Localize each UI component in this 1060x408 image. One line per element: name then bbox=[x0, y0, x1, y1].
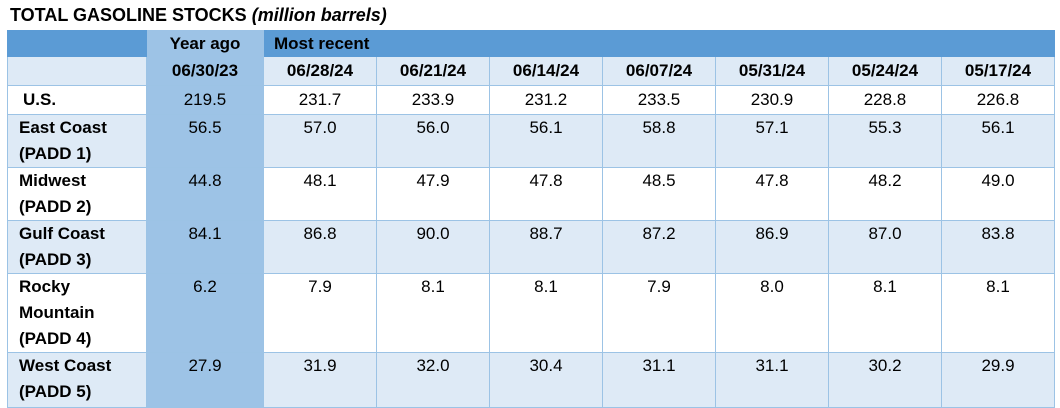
header-row-dates: 06/30/23 06/28/24 06/21/24 06/14/24 06/0… bbox=[7, 56, 1055, 86]
header-date: 06/30/23 bbox=[146, 56, 264, 86]
value-cell: 31.9 bbox=[263, 352, 377, 408]
value-cell: 56.1 bbox=[489, 114, 603, 168]
value-cell: 55.3 bbox=[828, 114, 942, 168]
header-date: 06/21/24 bbox=[376, 56, 490, 86]
value-cell: 226.8 bbox=[941, 85, 1055, 115]
value-cell: 230.9 bbox=[715, 85, 829, 115]
header-date: 05/31/24 bbox=[715, 56, 829, 86]
gasoline-stocks-table: Year ago Most recent 06/30/23 06/28/24 0… bbox=[7, 30, 1055, 408]
value-cell: 8.1 bbox=[828, 273, 942, 353]
value-cell: 7.9 bbox=[263, 273, 377, 353]
header-date: 06/28/24 bbox=[263, 56, 377, 86]
title-unit: (million barrels) bbox=[251, 5, 387, 25]
table-row: Rocky Mountain (PADD 4) 6.2 7.9 8.1 8.1 … bbox=[7, 273, 1055, 353]
region-cell: Rocky Mountain (PADD 4) bbox=[7, 273, 147, 353]
header-date: 06/14/24 bbox=[489, 56, 603, 86]
value-cell: 58.8 bbox=[602, 114, 716, 168]
value-cell: 49.0 bbox=[941, 167, 1055, 221]
region-label: Mountain bbox=[19, 303, 95, 322]
region-label: Midwest bbox=[19, 171, 87, 190]
value-cell: 219.5 bbox=[146, 85, 264, 115]
region-label: Gulf Coast bbox=[19, 224, 105, 243]
region-cell: Gulf Coast (PADD 3) bbox=[7, 220, 147, 274]
value-cell: 56.1 bbox=[941, 114, 1055, 168]
value-cell: 31.1 bbox=[715, 352, 829, 408]
value-cell: 48.5 bbox=[602, 167, 716, 221]
value-cell: 87.2 bbox=[602, 220, 716, 274]
region-label: East Coast bbox=[19, 118, 107, 137]
region-label: West Coast bbox=[19, 356, 112, 375]
region-cell: East Coast (PADD 1) bbox=[7, 114, 147, 168]
value-cell: 7.9 bbox=[602, 273, 716, 353]
value-cell: 83.8 bbox=[941, 220, 1055, 274]
value-cell: 6.2 bbox=[146, 273, 264, 353]
table-row: Gulf Coast (PADD 3) 84.1 86.8 90.0 88.7 … bbox=[7, 220, 1055, 274]
table-row: Midwest (PADD 2) 44.8 48.1 47.9 47.8 48.… bbox=[7, 167, 1055, 221]
region-label: U.S. bbox=[23, 90, 57, 109]
table-row: U.S. 219.5 231.7 233.9 231.2 233.5 230.9… bbox=[7, 85, 1055, 115]
title-main: TOTAL GASOLINE STOCKS bbox=[10, 5, 247, 25]
value-cell: 47.8 bbox=[489, 167, 603, 221]
value-cell: 32.0 bbox=[376, 352, 490, 408]
header-date: 06/07/24 bbox=[602, 56, 716, 86]
header-date: 05/24/24 bbox=[828, 56, 942, 86]
region-cell: Midwest (PADD 2) bbox=[7, 167, 147, 221]
value-cell: 87.0 bbox=[828, 220, 942, 274]
value-cell: 56.5 bbox=[146, 114, 264, 168]
value-cell: 47.9 bbox=[376, 167, 490, 221]
value-cell: 30.2 bbox=[828, 352, 942, 408]
value-cell: 8.1 bbox=[489, 273, 603, 353]
header-empty-cell bbox=[7, 30, 147, 57]
header-date-empty-cell bbox=[7, 56, 147, 86]
header-row-groups: Year ago Most recent bbox=[7, 30, 1055, 57]
region-label: (PADD 1) bbox=[19, 144, 92, 163]
value-cell: 233.9 bbox=[376, 85, 490, 115]
header-year-ago: Year ago bbox=[146, 30, 264, 57]
value-cell: 30.4 bbox=[489, 352, 603, 408]
region-label: (PADD 5) bbox=[19, 382, 92, 401]
value-cell: 29.9 bbox=[941, 352, 1055, 408]
value-cell: 86.9 bbox=[715, 220, 829, 274]
value-cell: 8.0 bbox=[715, 273, 829, 353]
value-cell: 47.8 bbox=[715, 167, 829, 221]
value-cell: 48.1 bbox=[263, 167, 377, 221]
value-cell: 8.1 bbox=[376, 273, 490, 353]
value-cell: 90.0 bbox=[376, 220, 490, 274]
header-date: 05/17/24 bbox=[941, 56, 1055, 86]
value-cell: 57.0 bbox=[263, 114, 377, 168]
value-cell: 233.5 bbox=[602, 85, 716, 115]
value-cell: 86.8 bbox=[263, 220, 377, 274]
value-cell: 231.7 bbox=[263, 85, 377, 115]
region-label: (PADD 3) bbox=[19, 250, 92, 269]
value-cell: 8.1 bbox=[941, 273, 1055, 353]
region-label: (PADD 4) bbox=[19, 329, 92, 348]
table-row: East Coast (PADD 1) 56.5 57.0 56.0 56.1 … bbox=[7, 114, 1055, 168]
value-cell: 228.8 bbox=[828, 85, 942, 115]
value-cell: 231.2 bbox=[489, 85, 603, 115]
value-cell: 31.1 bbox=[602, 352, 716, 408]
region-cell: West Coast (PADD 5) bbox=[7, 352, 147, 408]
value-cell: 44.8 bbox=[146, 167, 264, 221]
value-cell: 27.9 bbox=[146, 352, 264, 408]
region-cell: U.S. bbox=[7, 85, 147, 115]
table-row: West Coast (PADD 5) 27.9 31.9 32.0 30.4 … bbox=[7, 352, 1055, 408]
header-most-recent: Most recent bbox=[263, 30, 1055, 57]
value-cell: 56.0 bbox=[376, 114, 490, 168]
value-cell: 48.2 bbox=[828, 167, 942, 221]
value-cell: 88.7 bbox=[489, 220, 603, 274]
table-title: TOTAL GASOLINE STOCKS (million barrels) bbox=[10, 5, 387, 26]
value-cell: 57.1 bbox=[715, 114, 829, 168]
region-label: (PADD 2) bbox=[19, 197, 92, 216]
value-cell: 84.1 bbox=[146, 220, 264, 274]
region-label: Rocky bbox=[19, 277, 71, 296]
